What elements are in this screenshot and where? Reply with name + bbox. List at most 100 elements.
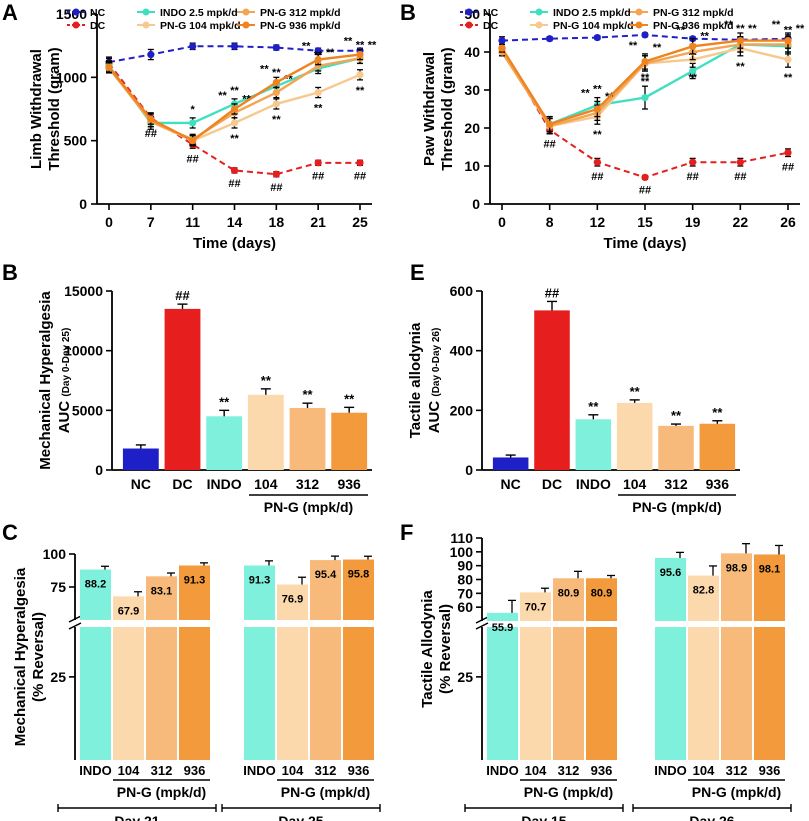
panel-a-line-sig-label-PN104: ** <box>230 133 239 145</box>
panel-a-line-point-DC <box>314 159 322 167</box>
panel-f-reversal-value-label: 82.8 <box>693 585 714 597</box>
panel-b-line-sig-label-PN104: ** <box>784 72 793 84</box>
panel-a-line-point-PN936 <box>189 137 197 145</box>
panel-f-reversal-ytick-label: 80 <box>457 572 473 588</box>
panel-b-auc-ytick-label: 0 <box>95 462 103 478</box>
panel-b-line-sig-label-PN312: ** <box>653 42 662 54</box>
panel-a-line-sig-label-DC: ## <box>354 170 366 182</box>
panel-f-reversal-xtick-label: INDO <box>486 763 519 778</box>
panel-b-line-point-NC <box>498 37 506 45</box>
panel-a-line-point-NC <box>189 42 197 50</box>
panel-f-reversal-ytick-label: 90 <box>457 558 473 574</box>
panel-b-line-xtick-label: 26 <box>780 214 796 230</box>
panel-b-auc-xtick-label: INDO <box>207 476 242 492</box>
panel-a-line-xtick-label: 18 <box>269 214 285 230</box>
panel-c-reversal-bar-upper-INDO <box>80 569 111 620</box>
panel-f-reversal-xtick-label: 936 <box>759 763 781 778</box>
panel-a-line-point-NC <box>272 43 280 52</box>
panel-c-reversal-value-label: 95.4 <box>315 569 337 581</box>
panel-f-reversal-xtick-label: 104 <box>693 763 715 778</box>
panel-b-line-legend-label: PN-G 936 mpk/d <box>653 20 734 32</box>
panel-c-reversal-day-label: Day 21 <box>114 813 159 821</box>
panel-e-auc-bar-DC <box>534 310 570 470</box>
panel-f-reversal-bar-upper-INDO <box>655 557 686 621</box>
panel-a-line-point-PN104 <box>314 88 322 97</box>
panel-a-line-xtick-label: 0 <box>105 214 113 230</box>
panel-b-line-ytick-label: 20 <box>464 120 480 136</box>
panel-b-line-legend-marker <box>465 8 473 16</box>
panel-f-reversal-value-label: 55.9 <box>492 622 513 634</box>
panel-c-reversal-day-label: Day 25 <box>278 813 323 821</box>
panel-e-auc-ylabel2: AUC (Day 0-Day 26) <box>426 328 443 434</box>
panel-b-line-legend-marker <box>535 21 543 29</box>
panel-b-line-sig-label-PN104: ** <box>736 61 745 73</box>
panel-e-auc-sig-label: ** <box>712 405 723 420</box>
panel-a-line-sig-label-INDO: ** <box>356 39 365 51</box>
panel-a-line-ytick-label: 1000 <box>56 69 87 85</box>
panel-c-reversal-bar-upper-312 <box>310 560 341 620</box>
panel-c-reversal-bar-lower-INDO <box>244 627 275 760</box>
panel-a-line-ytick-label: 1500 <box>56 6 87 22</box>
panel-f-reversal-bar-upper-312 <box>721 553 752 621</box>
panel-b-line-xtick-label: 8 <box>546 214 554 230</box>
panel-b-line-point-PN936 <box>736 37 744 45</box>
panel-f-reversal-ytick-label: 110 <box>450 530 473 546</box>
panel-b-auc-bar-312 <box>289 407 326 470</box>
panel-a-line-point-PN104 <box>356 71 364 79</box>
panel-a-line-sig-label-INDO: * <box>191 104 196 116</box>
panel-f-reversal-bar-lower-312 <box>721 627 752 760</box>
panel-e-auc-xtick-label: DC <box>542 476 562 492</box>
panel-b-line-point-NC <box>641 31 649 39</box>
panel-e-auc-sig-label: ** <box>588 399 599 414</box>
panel-e-auc-ylabel2-main: AUC <box>426 397 443 434</box>
panel-a-line-legend-label: PN-G 312 mpk/d <box>260 7 341 19</box>
panel-c-reversal-xtick-label: 312 <box>315 763 337 778</box>
panel-c-reversal-letter: C <box>2 520 18 545</box>
panel-a-line-point-DC <box>356 159 364 167</box>
panel-a-line-legend-marker <box>242 8 250 16</box>
panel-c-reversal-xtick-label: INDO <box>79 763 112 778</box>
panel-c-reversal-bar-lower-936 <box>179 627 210 760</box>
panel-a-line-point-NC <box>230 42 239 50</box>
panel-e-auc-bar-936 <box>699 423 736 470</box>
panel-b-line-letter: B <box>400 0 416 25</box>
panel-f-reversal-ytick-label: 70 <box>457 585 473 601</box>
panel-f-reversal-bar-upper-936 <box>754 554 785 621</box>
panel-b-line-sig-label-DC: ## <box>782 162 794 174</box>
panel-c-reversal-value-label: 76.9 <box>282 593 303 605</box>
panel-a-line-sig-label-PN312: ** <box>368 39 377 51</box>
panel-b-line-legend-label: NC <box>483 7 499 19</box>
panel-a-line-xtick-label: 14 <box>227 214 243 230</box>
panel-b-line-xtick-label: 15 <box>637 214 653 230</box>
panel-b-line-ytick-label: 40 <box>464 44 480 60</box>
panel-c-reversal-xtick-label: 312 <box>151 763 173 778</box>
panel-b-line-point-PN936 <box>689 42 697 50</box>
panel-b-auc-sig-label: ## <box>175 288 190 303</box>
panel-b-line-sig-label-PN936: ** <box>581 87 590 99</box>
panel-c-reversal-axis-break <box>68 615 82 623</box>
panel-b-line-sig-label-PN936: ** <box>629 40 638 52</box>
panel-c-reversal-bar-lower-312 <box>310 627 341 760</box>
panel-b-auc-bar-936 <box>331 412 368 470</box>
panel-b-line-sig-label-PN104: ** <box>688 72 697 84</box>
panel-c-reversal-bar-lower-104 <box>277 627 308 760</box>
panel-b-auc-group-label: PN-G (mpk/d) <box>264 499 353 515</box>
panel-c-reversal-xtick-label: INDO <box>243 763 276 778</box>
panel-c-reversal-bar-upper-936 <box>179 565 210 620</box>
panel-c-reversal-xtick-label: 104 <box>282 763 304 778</box>
panel-c-reversal-value-label: 67.9 <box>118 605 139 617</box>
panel-b-line-point-NC <box>593 33 601 42</box>
panel-f-reversal-ylabel: (% Reversal) <box>437 604 454 694</box>
panel-a-line-point-PN936 <box>147 115 155 123</box>
panel-f-reversal-value-label: 80.9 <box>591 587 612 599</box>
panel-b-line-point-PN936 <box>546 120 554 128</box>
panel-a-line-sig-label-DC: ## <box>312 170 324 182</box>
panel-e-auc-sig-label: ** <box>630 384 641 399</box>
panel-b-auc-ytick-label: 15000 <box>64 283 103 299</box>
panel-b-line-sig-label-PN936: ** <box>724 19 733 31</box>
panel-c-reversal-value-label: 91.3 <box>249 574 270 586</box>
panel-a-line-sig-label-PN104: ** <box>356 85 365 97</box>
panel-f-reversal-bar-upper-936 <box>586 578 617 621</box>
panel-b-auc-ytick-label: 5000 <box>72 402 103 418</box>
panel-c-reversal-ytick-label: 100 <box>43 546 67 562</box>
